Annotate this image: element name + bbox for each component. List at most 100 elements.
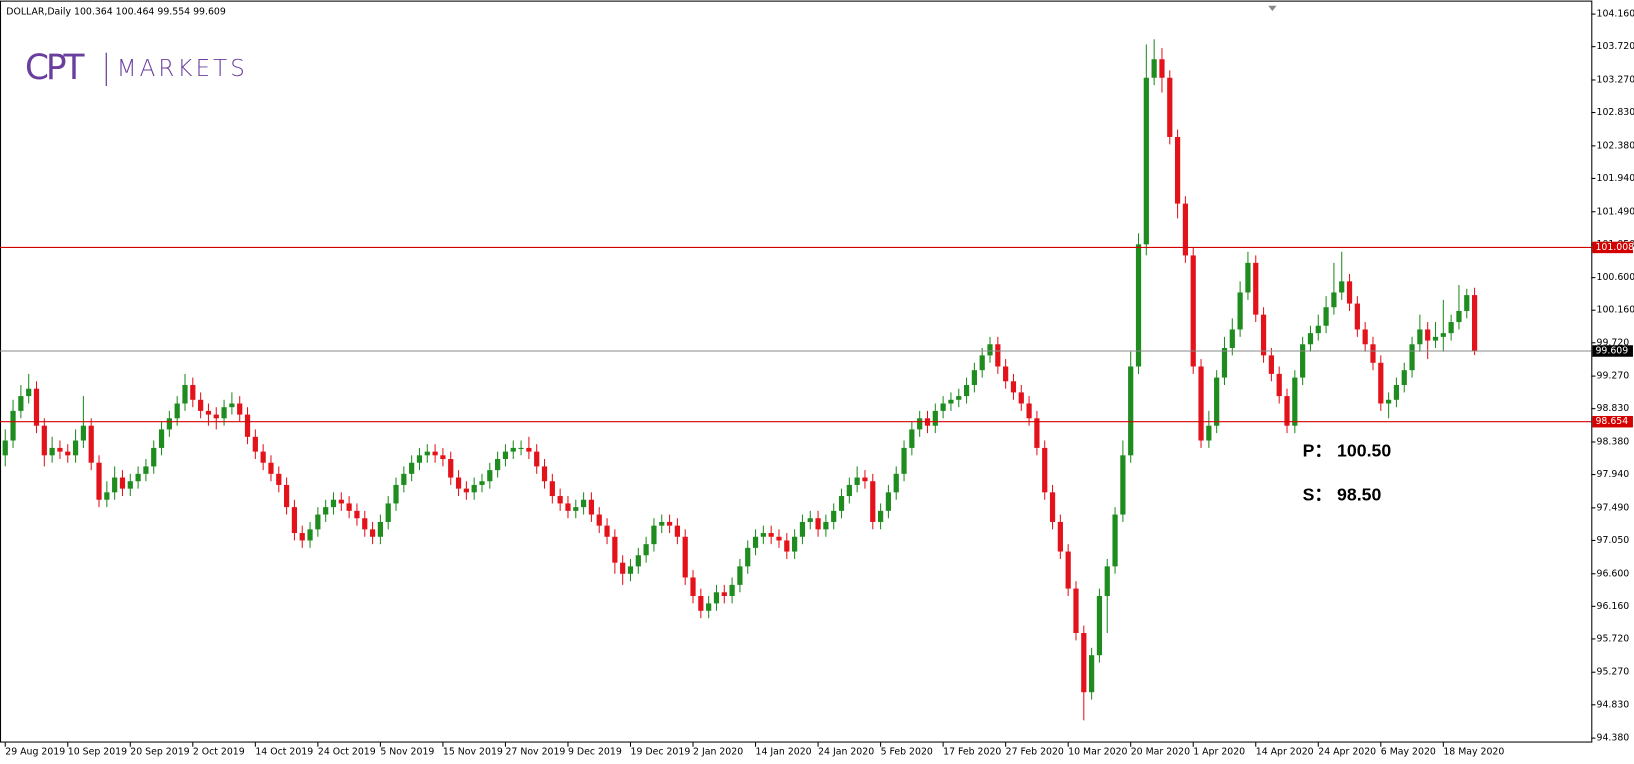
candle-body	[409, 462, 415, 474]
candle-body	[1159, 59, 1165, 78]
candle-body	[1456, 310, 1462, 323]
candle-body	[784, 540, 790, 552]
candle-body	[534, 451, 540, 467]
candle-body	[213, 414, 219, 419]
x-tick-label: 2 Jan 2020	[693, 746, 743, 757]
x-tick-label: 19 Dec 2019	[630, 746, 690, 757]
candle-body	[330, 499, 337, 508]
candle-body	[893, 473, 899, 493]
x-tick-label: 2 Oct 2019	[193, 746, 245, 757]
candle-body	[737, 566, 743, 585]
candle-body	[252, 436, 258, 452]
candle-body	[956, 396, 962, 400]
candle-body	[1182, 203, 1189, 256]
candle-body	[932, 410, 938, 426]
candle-body	[1370, 344, 1376, 363]
candle-body	[455, 477, 462, 489]
y-tick-label: 100.160	[1596, 305, 1634, 316]
candle-body	[768, 533, 774, 537]
candle-body	[877, 510, 884, 522]
candle-body	[49, 447, 55, 456]
y-tick-label: 101.490	[1596, 206, 1634, 217]
candle-body	[57, 447, 63, 452]
support-annotation: S： 98.50	[1303, 484, 1382, 504]
candle-body	[1260, 314, 1267, 356]
candle-body	[158, 429, 165, 448]
y-tick-label: 100.600	[1596, 272, 1634, 283]
candle-body	[471, 484, 477, 493]
candle-body	[760, 533, 766, 537]
y-tick-label: 99.270	[1596, 371, 1629, 382]
y-tick-label: 102.380	[1596, 140, 1634, 151]
candle-body	[706, 603, 712, 611]
candle-body	[205, 410, 212, 415]
price-level-label: 98.654	[1595, 416, 1628, 427]
candle-body	[2, 440, 8, 456]
y-tick-label: 98.380	[1596, 436, 1629, 447]
candle-body	[721, 592, 727, 596]
y-tick-label: 96.600	[1596, 568, 1629, 579]
candle-body	[1089, 655, 1095, 693]
candle-body	[1253, 262, 1259, 315]
candle-body	[448, 459, 454, 478]
x-tick-label: 6 May 2020	[1381, 746, 1436, 757]
candle-body	[573, 507, 579, 511]
candle-body	[487, 470, 493, 482]
y-tick-label: 99.720	[1596, 337, 1629, 348]
price-level-label: 101.008	[1595, 242, 1634, 253]
price-level-label: 99.609	[1595, 346, 1628, 357]
candle-body	[1276, 373, 1282, 397]
x-tick-label: 10 Mar 2020	[1068, 746, 1127, 757]
candle-body	[698, 595, 704, 611]
candle-body	[1198, 366, 1204, 441]
candle-body	[112, 477, 118, 493]
candle-body	[80, 425, 86, 441]
y-tick-label: 95.720	[1596, 633, 1629, 644]
candle-body	[1323, 307, 1329, 326]
candle-body	[283, 484, 290, 508]
candle-body	[88, 425, 94, 463]
price-level-tag	[1592, 415, 1633, 428]
y-tick-label: 96.160	[1596, 601, 1629, 612]
candle-body	[1057, 521, 1063, 552]
candle-body	[72, 440, 79, 456]
candle-body	[1331, 292, 1337, 308]
candle-body	[323, 507, 329, 515]
candle-body	[1245, 262, 1251, 293]
x-tick-label: 18 May 2020	[1443, 746, 1504, 757]
candle-body	[838, 496, 845, 511]
candle-body	[1042, 447, 1048, 493]
candle-body	[971, 370, 977, 385]
candle-body	[315, 514, 321, 530]
x-tick-label: 5 Nov 2019	[380, 746, 434, 757]
candle-body	[1300, 344, 1306, 378]
candle-body	[752, 536, 759, 548]
candle-body	[1174, 136, 1181, 204]
candle-body	[862, 477, 868, 482]
candle-body	[65, 451, 71, 456]
candle-body	[174, 403, 180, 419]
y-tick-label: 103.720	[1596, 41, 1634, 52]
candle-body	[362, 518, 368, 530]
candle-body	[651, 525, 657, 545]
candle-body	[1268, 355, 1274, 374]
chart-header: DOLLAR,Daily 100.364 100.464 99.554 99.6…	[6, 7, 226, 18]
candle-body	[807, 518, 813, 522]
candle-body	[393, 484, 399, 504]
candle-body	[237, 403, 243, 415]
candle-body	[495, 459, 501, 471]
candle-body	[1104, 566, 1110, 596]
candle-body	[995, 344, 1001, 367]
candle-body	[338, 499, 344, 504]
candle-body	[713, 592, 720, 604]
y-tick-label: 97.940	[1596, 469, 1629, 480]
candle-body	[963, 384, 970, 397]
candle-body	[659, 521, 665, 526]
candle-body	[1448, 322, 1454, 334]
candle-body	[229, 403, 235, 408]
x-tick-label: 27 Feb 2020	[1006, 746, 1064, 757]
candle-body	[1073, 588, 1079, 633]
x-tick-label: 10 Sep 2019	[68, 746, 127, 757]
candle-body	[627, 566, 634, 574]
